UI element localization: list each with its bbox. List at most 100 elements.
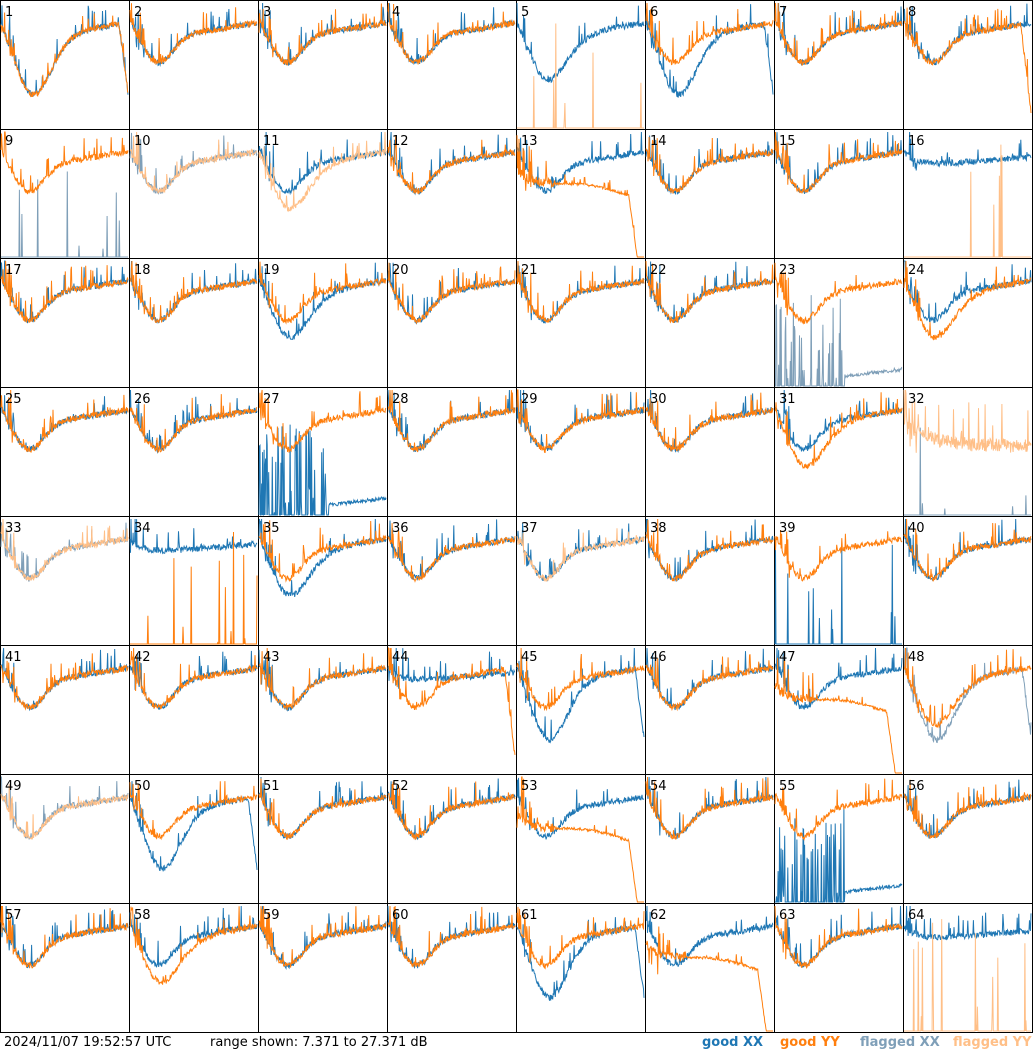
series-yy-line (517, 23, 644, 129)
panel-label: 42 (134, 650, 151, 665)
panel-frame (129, 774, 259, 904)
series-yy-line (774, 905, 903, 969)
panel-42: 42 (129, 645, 259, 775)
panel-24: 24 (903, 258, 1033, 388)
panel-14: 14 (645, 129, 775, 259)
series-yy-line (129, 647, 258, 710)
series-yy-line (645, 776, 774, 840)
panel-label: 15 (779, 134, 796, 149)
panel-17: 17 (0, 258, 130, 388)
series-yy-line (903, 7, 1032, 114)
panel-label: 47 (779, 650, 796, 665)
series-yy-line (129, 3, 258, 66)
panel-49: 49 (0, 774, 130, 904)
panel-frame (387, 129, 517, 259)
series-xx-line (774, 647, 903, 710)
panel-frame (903, 645, 1033, 775)
panel-55: 55 (774, 774, 904, 904)
panel-frame (903, 129, 1033, 259)
panel-32: 32 (903, 387, 1033, 517)
series-yy-line (0, 905, 129, 969)
panel-33: 33 (0, 516, 130, 646)
panel-9: 9 (0, 129, 130, 259)
panel-label: 11 (263, 134, 280, 149)
panel-label: 7 (779, 5, 787, 20)
series-yy-line (387, 262, 516, 325)
panel-label: 9 (5, 134, 13, 149)
panel-52: 52 (387, 774, 517, 904)
series-yy-line (0, 653, 129, 711)
series-yy-line (645, 654, 774, 712)
series-yy-line (516, 389, 645, 454)
panel-27: 27 (258, 387, 388, 517)
panel-30: 30 (645, 387, 775, 517)
panel-label: 35 (263, 521, 280, 536)
panel-frame (387, 903, 517, 1033)
panel-label: 54 (650, 779, 667, 794)
panel-frame (387, 516, 517, 646)
series-xx-line (775, 295, 903, 387)
panel-label: 61 (521, 908, 538, 923)
panel-frame (387, 258, 517, 388)
series-xx-line (774, 544, 902, 645)
panel-label: 52 (392, 779, 409, 794)
panel-48: 48 (903, 645, 1033, 775)
panel-25: 25 (0, 387, 130, 517)
panel-label: 60 (392, 908, 409, 923)
panel-frame (129, 129, 259, 259)
series-xx-line (1, 171, 128, 258)
panel-frame (516, 0, 646, 130)
series-xx-line (129, 518, 258, 555)
panel-frame (903, 0, 1033, 130)
panel-label: 62 (650, 908, 667, 923)
panel-45: 45 (516, 645, 646, 775)
series-xx-line (775, 808, 903, 903)
series-xx-line (904, 427, 1031, 516)
series-yy-line (903, 779, 1032, 839)
panel-label: 19 (263, 263, 280, 278)
panel-3: 3 (258, 0, 388, 130)
panel-frame (258, 645, 388, 775)
panel-frame (129, 258, 259, 388)
series-yy-line (903, 260, 1032, 341)
panel-label: 64 (908, 908, 925, 923)
panel-frame (516, 387, 646, 517)
series-xx-line (645, 905, 774, 967)
series-yy-line (774, 2, 903, 66)
panel-label: 46 (650, 650, 667, 665)
series-yy-line (904, 919, 1031, 1032)
series-yy-line (903, 389, 1032, 453)
panel-57: 57 (0, 903, 130, 1033)
panel-7: 7 (774, 0, 904, 130)
series-yy-line (258, 131, 387, 213)
panel-label: 36 (392, 521, 409, 536)
series-yy-line (516, 135, 644, 258)
series-xx-line (903, 905, 1032, 941)
panel-1: 1 (0, 0, 130, 130)
panel-54: 54 (645, 774, 775, 904)
panel-label: 13 (521, 134, 538, 149)
series-yy-line (0, 131, 129, 195)
series-yy-line (516, 647, 645, 712)
legend-good-xx: good XX (702, 1035, 764, 1050)
panel-40: 40 (903, 516, 1033, 646)
panel-37: 37 (516, 516, 646, 646)
panel-label: 25 (5, 392, 22, 407)
panel-6: 6 (645, 0, 775, 130)
panel-label: 37 (521, 521, 538, 536)
series-xx-line (516, 647, 645, 744)
panel-28: 28 (387, 387, 517, 517)
series-xx-line (516, 777, 645, 840)
series-xx-line (645, 4, 774, 98)
series-yy-line (387, 389, 516, 453)
panel-label: 12 (392, 134, 409, 149)
panel-43: 43 (258, 645, 388, 775)
series-xx-line (129, 905, 258, 968)
panel-frame (387, 0, 517, 130)
panel-47: 47 (774, 645, 904, 775)
series-yy-line (645, 392, 774, 452)
panel-label: 16 (908, 134, 925, 149)
series-yy-line (387, 905, 516, 968)
series-yy-line (904, 647, 1032, 729)
